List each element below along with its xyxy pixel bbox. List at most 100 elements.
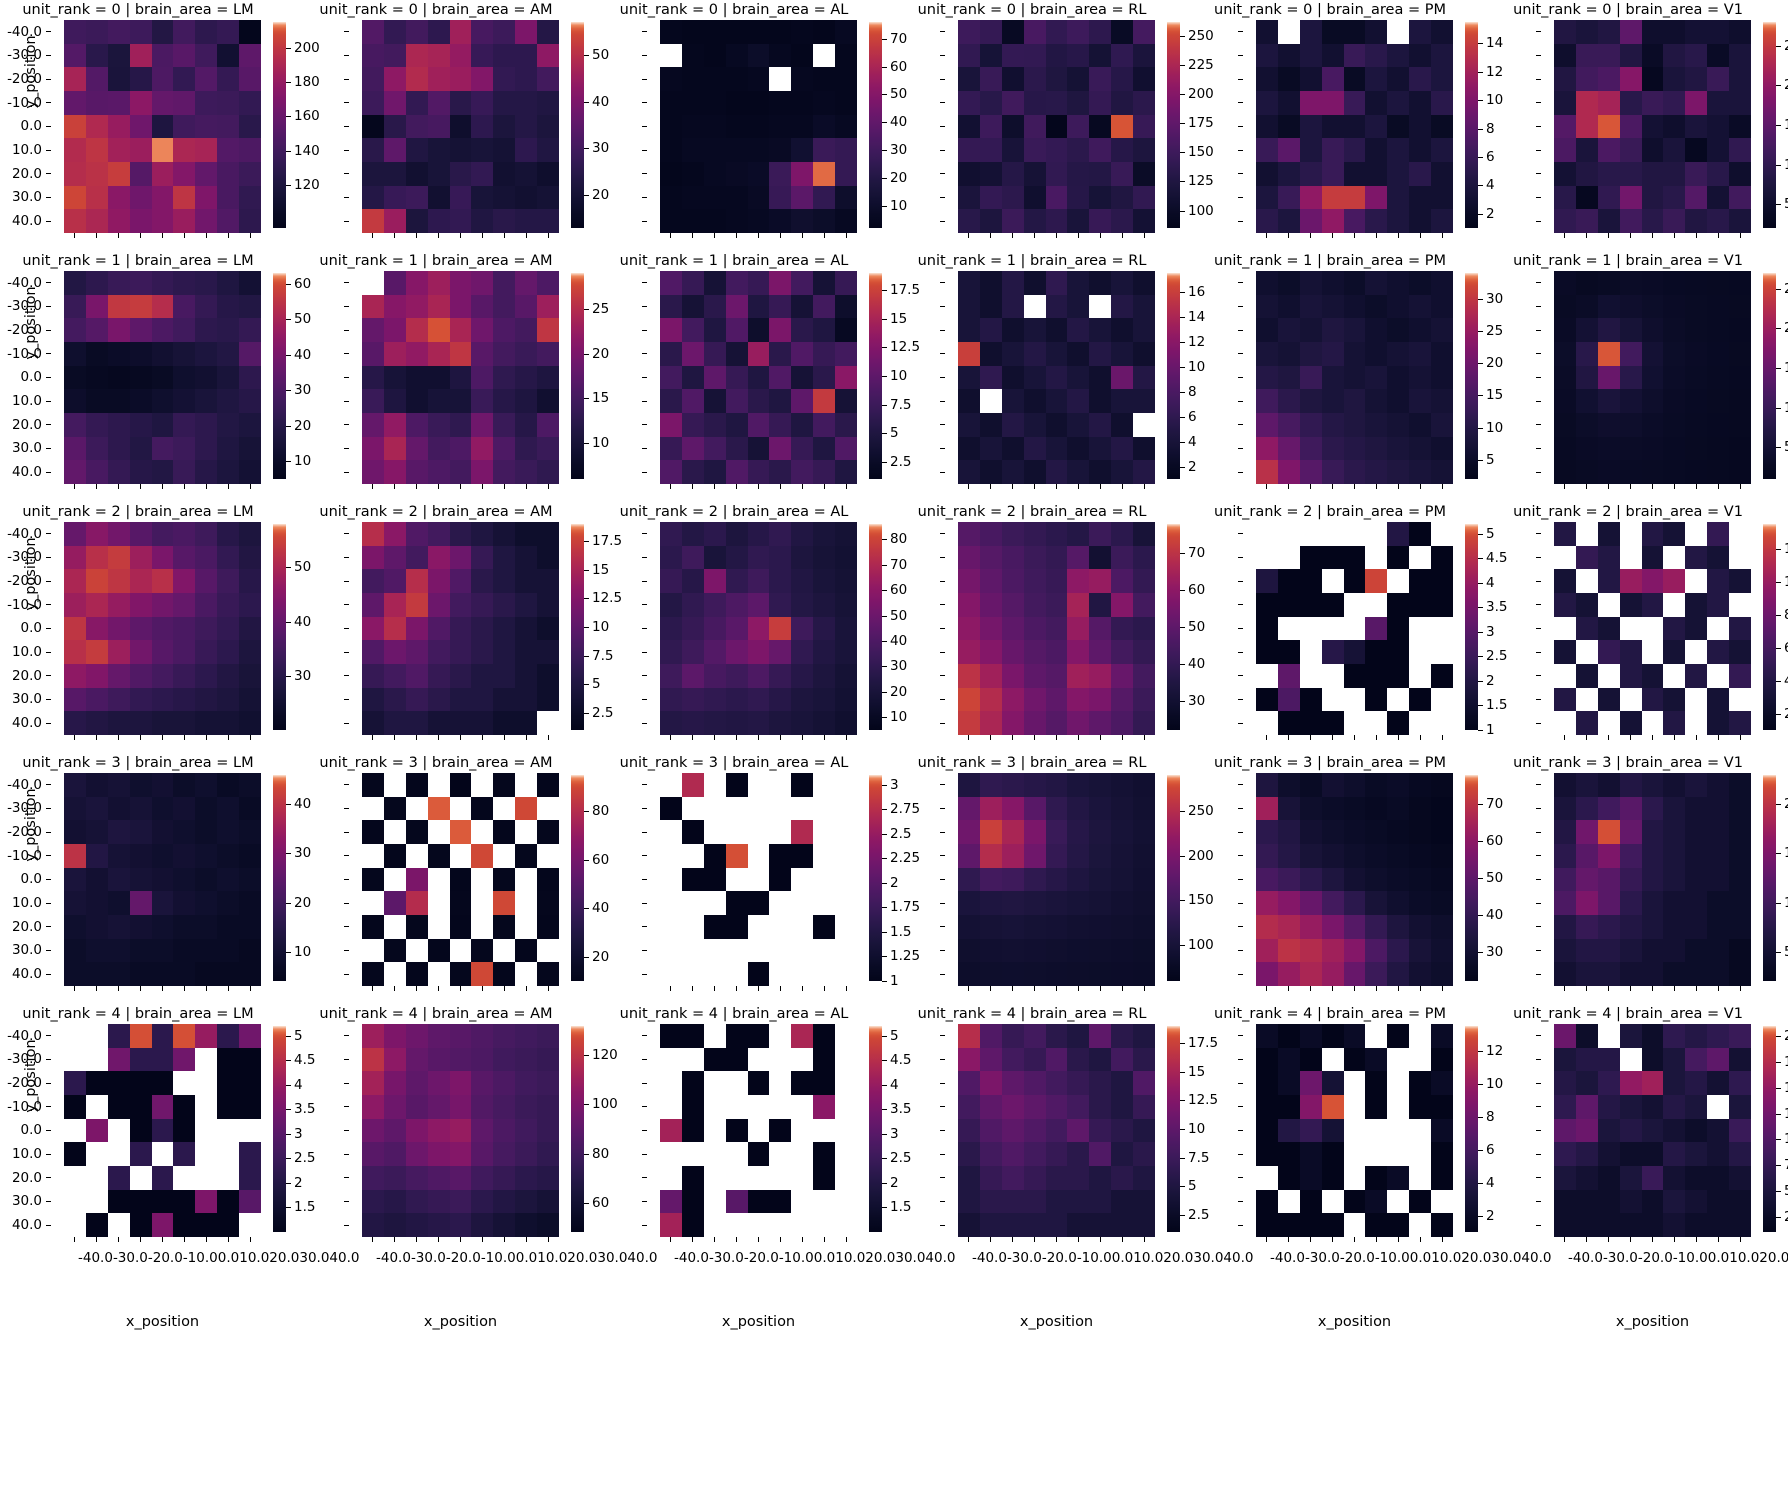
heatmap-cell [449, 522, 472, 546]
y-tick-label [298, 891, 356, 915]
y-tick-label [1490, 318, 1548, 342]
heatmap-cell [769, 1024, 792, 1048]
heatmap-cell [979, 20, 1002, 44]
heatmap-cell [1343, 1165, 1366, 1190]
heatmap-cell [129, 891, 152, 915]
y-tick-label [1192, 20, 1250, 44]
heatmap-cell [769, 341, 792, 366]
colorbar-tick-mark [286, 150, 291, 152]
heatmap-cell [383, 161, 406, 186]
x-tick-label: 0.0 [1707, 1250, 1730, 1266]
heatmap-cell [217, 114, 240, 139]
y-tick-label [298, 711, 356, 735]
y-tick-label [1490, 389, 1548, 413]
heatmap-cell [1299, 796, 1322, 821]
heatmap-cell [1133, 820, 1155, 844]
heatmap-cell [1023, 938, 1046, 963]
heatmap-cell [1277, 185, 1300, 210]
heatmap-cell [1729, 1047, 1751, 1072]
heatmap-cell [383, 569, 406, 593]
heatmap-cell [1111, 209, 1134, 233]
heatmap-cell [747, 592, 770, 617]
heatmap-cell [449, 436, 472, 461]
heatmap-cell [1321, 1094, 1344, 1119]
heatmap-cell [217, 90, 240, 115]
colorbar-tick-mark [882, 907, 887, 909]
heatmap-cell [1554, 271, 1576, 295]
heatmap-cell [1409, 161, 1432, 186]
x-tick-mark [845, 735, 847, 740]
y-tick-label [1490, 1142, 1548, 1166]
heatmap-cell [195, 640, 218, 664]
heatmap-cell [493, 914, 516, 939]
heatmap-cell [1431, 138, 1453, 162]
heatmap-cell [1641, 43, 1664, 68]
facet-title: unit_rank = 1 | brain_area = RL [917, 253, 1147, 269]
x-tick-mark [459, 1237, 461, 1242]
heatmap-cell [493, 1024, 516, 1048]
heatmap-cell [835, 460, 857, 484]
heatmap-cell [1597, 43, 1620, 68]
heatmap-cell [1707, 545, 1730, 570]
heatmap-cell [1045, 938, 1068, 963]
y-tick-label [1192, 1024, 1250, 1048]
heatmap-cell [217, 185, 240, 210]
colorbar-gradient [869, 524, 882, 730]
heatmap-cell [791, 1094, 814, 1119]
heatmap-cell [129, 545, 152, 570]
heatmap-cell [1133, 294, 1155, 319]
heatmap-cell [769, 436, 792, 461]
heatmap-cell [362, 1118, 384, 1143]
heatmap-cell [1663, 1094, 1686, 1119]
heatmap-cell [471, 1047, 494, 1072]
colorbar-tick-mark [584, 101, 589, 103]
heatmap-cell [725, 796, 748, 821]
heatmap-cell [1619, 843, 1642, 868]
heatmap-cell [1554, 773, 1576, 797]
heatmap-cell [1707, 43, 1730, 68]
x-tick-mark [1397, 484, 1399, 489]
heatmap-plot [362, 522, 559, 735]
heatmap-cell [681, 436, 704, 461]
heatmap-cell [1067, 1118, 1090, 1143]
x-tick-mark [118, 1237, 120, 1242]
heatmap-cell [958, 67, 980, 91]
x-tick-mark [1441, 735, 1443, 740]
y-tick-labels [1490, 773, 1548, 986]
heatmap-cell [515, 185, 538, 210]
heatmap-cell [835, 867, 857, 892]
heatmap-cell [1554, 687, 1576, 712]
heatmap-cell [493, 522, 516, 546]
heatmap-cell [1299, 962, 1322, 986]
colorbar-tick-mark [882, 717, 887, 719]
y-tick-label [596, 1142, 654, 1166]
heatmap-cell [1554, 1165, 1576, 1190]
heatmap-plot [64, 773, 261, 986]
heatmap-cell [449, 796, 472, 821]
x-tick-marks [1256, 1237, 1453, 1245]
heatmap-cell [660, 938, 682, 963]
heatmap-cell [129, 569, 152, 593]
heatmap-cell [769, 1165, 792, 1190]
heatmap-cell [493, 867, 516, 892]
heatmap-cell [1089, 914, 1112, 939]
colorbar-tick-mark [882, 433, 887, 435]
heatmap-cell [1707, 891, 1730, 915]
heatmap-cell [173, 412, 196, 437]
heatmap-cell [1597, 114, 1620, 139]
heatmap-cell [151, 1213, 174, 1237]
x-tick-marks [362, 1237, 559, 1245]
heatmap-cell [1387, 161, 1410, 186]
colorbar-tick-mark [1478, 705, 1483, 707]
heatmap-cell [1729, 616, 1751, 641]
heatmap-cell [979, 1213, 1002, 1237]
heatmap-cell [681, 138, 704, 162]
heatmap-cell [64, 67, 86, 91]
x-tick-mark [547, 735, 549, 740]
heatmap-cell [835, 796, 857, 821]
x-tick-mark [1375, 1237, 1377, 1242]
heatmap-cell [1663, 185, 1686, 210]
heatmap-cell [1277, 67, 1300, 91]
heatmap-cell [1045, 209, 1068, 233]
heatmap-cell [85, 341, 108, 366]
